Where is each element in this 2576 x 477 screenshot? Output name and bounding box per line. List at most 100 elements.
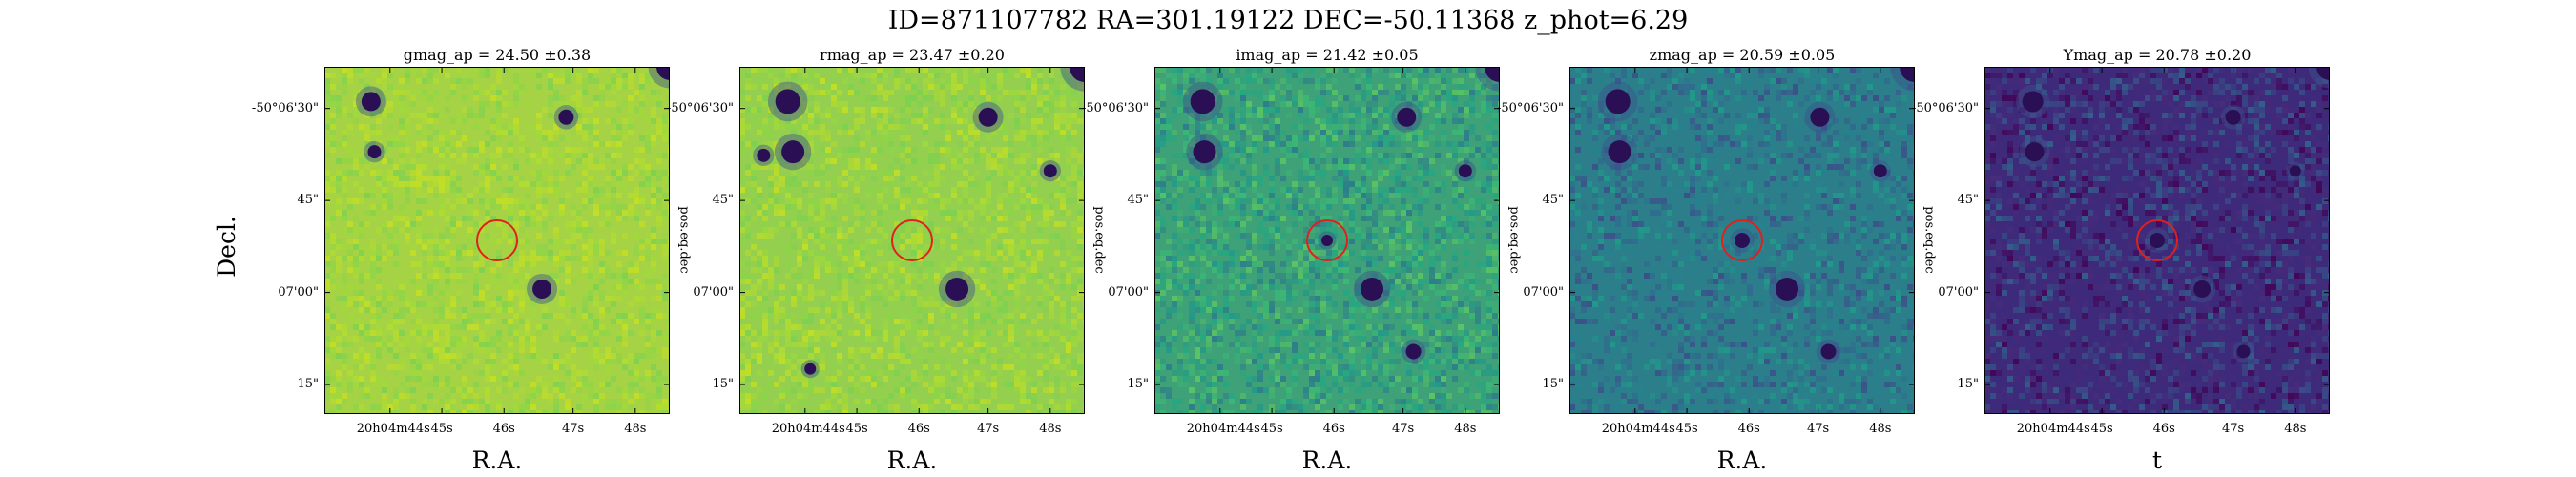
aperture-circle	[891, 219, 933, 261]
x-tick-label: 48s	[1039, 422, 1062, 436]
source-0	[2022, 91, 2044, 113]
y-tick-label: 07'00"	[1108, 284, 1149, 300]
cutout-image-g	[324, 67, 670, 414]
source-4	[1873, 164, 1887, 178]
y-tick-label: 15"	[1542, 377, 1564, 392]
aperture-circle	[1721, 219, 1763, 261]
x-tick-label: 20h04m44s	[1186, 422, 1260, 436]
x-tick-label: 46s	[1322, 422, 1345, 436]
panel-frame	[1984, 67, 2330, 414]
source-1	[1193, 140, 1216, 164]
x-tick-label: 45s	[430, 422, 453, 436]
y-tick-label: 45"	[1542, 193, 1564, 208]
y-tick-label: -50°06'30"	[1911, 100, 1979, 115]
cutout-image-z	[1569, 67, 1915, 414]
y-tick-label: 45"	[1127, 193, 1149, 208]
noise-texture	[1569, 67, 1915, 414]
source-2	[757, 148, 771, 162]
x-tick-label: 47s	[562, 422, 585, 436]
x-tick-label: 47s	[2222, 422, 2245, 436]
source-1	[781, 140, 805, 164]
noise-texture	[1154, 67, 1500, 414]
x-tick-label: 46s	[492, 422, 515, 436]
cutout-svg-r	[739, 67, 1085, 414]
x-tick-label: 45s	[845, 422, 868, 436]
y-tick-label: 15"	[1957, 377, 1979, 392]
y-tick-label: 15"	[712, 377, 734, 392]
source-5	[1485, 67, 1500, 82]
source-2	[1810, 107, 1830, 127]
y-tick-label: -50°06'30"	[1081, 100, 1149, 115]
source-0	[1605, 89, 1631, 114]
source-4	[1458, 164, 1472, 178]
source-7	[804, 363, 817, 375]
y-tick-label: 15"	[1127, 377, 1149, 392]
x-tick-label: 48s	[2284, 422, 2307, 436]
y-tick-label: 07'00"	[1523, 284, 1564, 300]
source-6	[2236, 344, 2251, 359]
source-1	[1608, 140, 1631, 164]
panel-title-z: zmag_ap = 20.59 ±0.05	[1649, 46, 1836, 64]
source-5	[1900, 67, 1915, 82]
x-tick-label: 48s	[1869, 422, 1892, 436]
x-tick-label: 20h04m44s	[771, 422, 845, 436]
cutout-svg-Y	[1984, 67, 2330, 414]
y-tick-label: -50°06'30"	[666, 100, 734, 115]
y-tick-label: 15"	[297, 377, 319, 392]
x-tick-label: 20h04m44s	[1601, 422, 1675, 436]
y-tick-label: 45"	[712, 193, 734, 208]
cutout-svg-g	[324, 67, 670, 414]
source-2	[2225, 109, 2241, 125]
x-axis-label-z: R.A.	[1716, 446, 1768, 474]
aperture-circle	[1306, 219, 1348, 261]
source-1	[367, 145, 382, 159]
x-axis-label-r: R.A.	[886, 446, 938, 474]
cutout-svg-i	[1154, 67, 1500, 414]
source-3	[978, 107, 998, 127]
x-tick-label: 47s	[1807, 422, 1830, 436]
panel-frame	[739, 67, 1085, 414]
x-tick-label: 47s	[977, 422, 1000, 436]
x-axis-label-i: R.A.	[1301, 446, 1353, 474]
x-tick-label: 48s	[624, 422, 647, 436]
figure-title: ID=871107782 RA=301.19122 DEC=-50.11368 …	[887, 6, 1689, 35]
cutout-image-Y	[1984, 67, 2330, 414]
source-5	[1043, 164, 1057, 178]
y-tick-label: 45"	[297, 193, 319, 208]
source-5	[2316, 67, 2330, 80]
x-tick-label: 20h04m44s	[356, 422, 430, 436]
aperture-circle	[476, 219, 518, 261]
right-axis-label: pos.eq.dec	[676, 206, 692, 274]
noise-texture	[739, 67, 1085, 414]
source-3	[2193, 280, 2212, 298]
source-0	[361, 92, 381, 112]
x-tick-label: 48s	[1454, 422, 1477, 436]
right-axis-label: pos.eq.dec	[1506, 206, 1522, 274]
x-tick-label: 45s	[1675, 422, 1698, 436]
source-4	[656, 67, 670, 80]
panel-title-i: imag_ap = 21.42 ±0.05	[1236, 46, 1419, 64]
noise-texture	[1984, 67, 2330, 414]
y-tick-label: -50°06'30"	[251, 100, 319, 115]
source-1	[2025, 142, 2045, 162]
y-tick-label: 07'00"	[278, 284, 319, 300]
x-tick-label: 47s	[1392, 422, 1415, 436]
x-axis-label-Y: t	[2151, 446, 2163, 474]
panel-title-r: rmag_ap = 23.47 ±0.20	[820, 46, 1005, 64]
panel-title-Y: Ymag_ap = 20.78 ±0.20	[2063, 46, 2252, 64]
source-6	[1820, 343, 1837, 360]
source-2	[1397, 107, 1417, 127]
x-tick-label: 46s	[907, 422, 930, 436]
source-7	[2150, 233, 2165, 248]
panel-title-g: gmag_ap = 24.50 ±0.38	[403, 46, 592, 64]
source-2	[558, 109, 574, 125]
aperture-circle	[2136, 219, 2178, 261]
y-tick-label: 07'00"	[693, 284, 734, 300]
right-axis-label: pos.eq.dec	[1922, 206, 1937, 274]
cutout-image-i	[1154, 67, 1500, 414]
cutout-image-r	[739, 67, 1085, 414]
x-axis-label-g: R.A.	[471, 446, 523, 474]
source-6	[1070, 67, 1085, 82]
panel-frame	[1569, 67, 1915, 414]
x-tick-label: 45s	[1260, 422, 1283, 436]
